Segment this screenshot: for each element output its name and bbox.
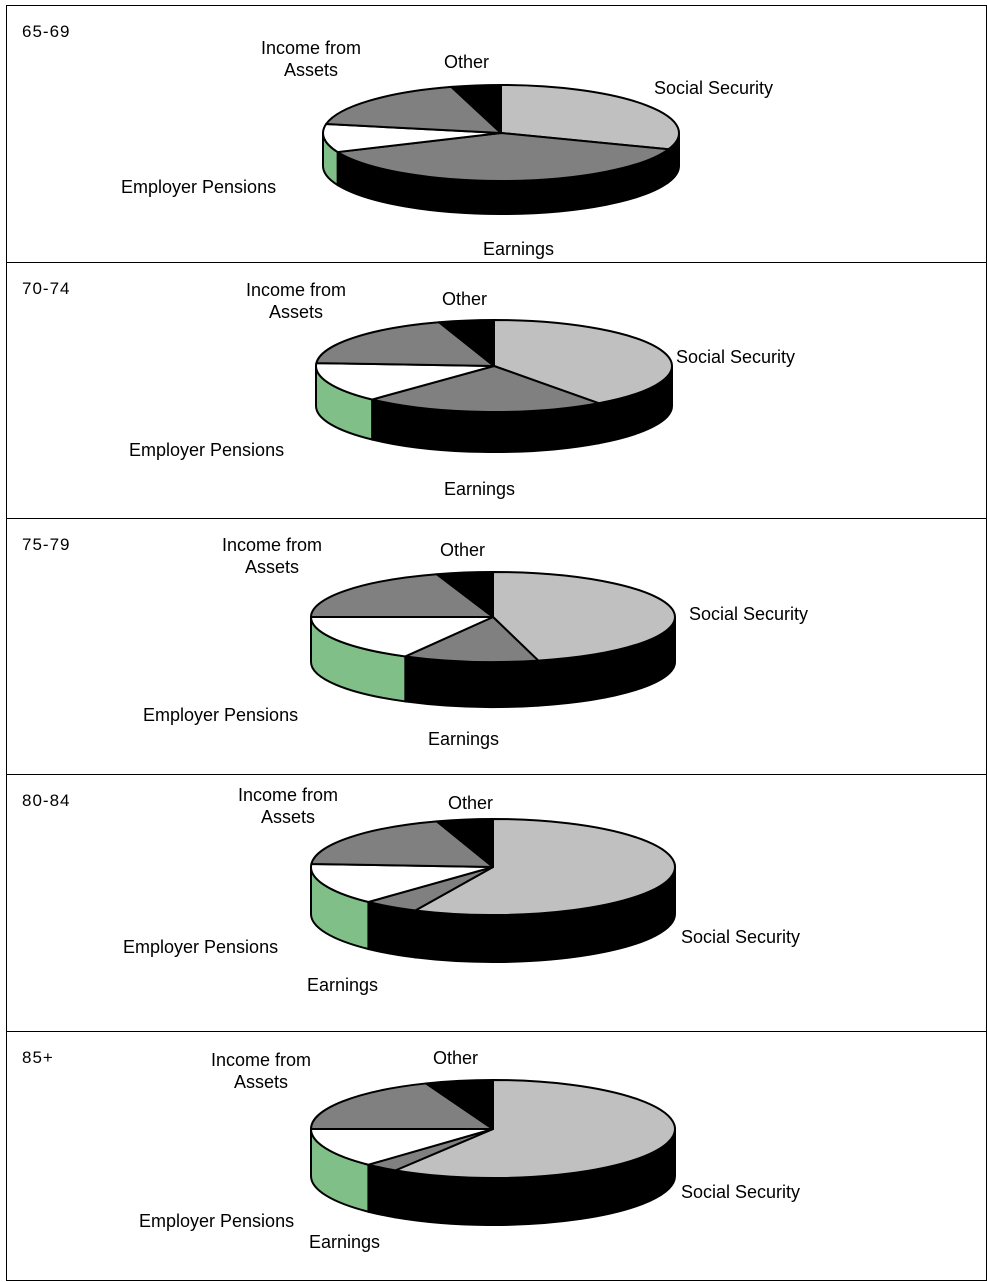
pie-slice-social-security [493,319,673,405]
pie-slice-other [435,818,494,868]
pie-slice-income-from-assets [310,1082,494,1130]
panel-title: 75-79 [22,535,71,554]
label-income-from-assets: Income from Assets [221,535,323,577]
pie-75-79 [310,571,676,708]
pie-slice-employer-pensions [310,1128,494,1166]
label-employer-pensions: Employer Pensions [123,937,279,957]
pie-slice-income-from-assets [315,321,495,367]
panel-75-79: 75-79 Income from Assets Other Social Sec… [6,518,987,774]
pie-slice-earnings [336,132,670,182]
label-earnings: Earnings [483,239,555,259]
panel-70-74: 70-74 Income from Assets Other Social Sec… [6,262,987,518]
label-income-from-assets: Income from Assets [245,280,347,322]
pie-slice-earnings [404,616,540,663]
pie-80-84 [310,818,676,963]
panel-title: 85+ [22,1048,54,1067]
panel-title: 80-84 [22,791,71,810]
label-social-security: Social Security [689,604,809,624]
pie-slice-income-from-assets [310,573,494,618]
pie-slice-social-security [492,571,676,662]
label-earnings: Earnings [307,975,379,995]
label-other: Other [440,540,486,560]
label-social-security: Social Security [676,347,796,367]
label-other: Other [444,52,490,72]
label-other: Other [442,289,488,309]
label-other: Other [433,1048,479,1068]
pie-70-74 [315,319,673,453]
label-social-security: Social Security [681,927,801,947]
pie-slice-social-security [500,84,680,151]
pie-slice-other [435,571,494,618]
panel-title: 65-69 [22,22,71,41]
panel-title: 70-74 [22,279,71,298]
label-earnings: Earnings [428,729,500,749]
label-income-from-assets: Income from Assets [210,1050,312,1092]
pie-slice-income-from-assets [325,85,502,134]
label-earnings: Earnings [309,1232,381,1252]
panel-65-69: 65-69 Income from Assets Other Social Sec… [6,5,987,262]
label-employer-pensions: Employer Pensions [139,1211,295,1231]
pie-side-earnings [404,655,540,708]
pie-slice-other [450,84,502,134]
pie-65-69 [322,84,680,215]
label-social-security: Social Security [681,1182,801,1202]
pie-slice-earnings [371,365,600,413]
pie-slice-social-security [394,1079,676,1179]
pie-slice-income-from-assets [310,820,494,868]
pie-slice-other [425,1079,494,1130]
pie-slice-social-security [414,818,676,916]
label-income-from-assets: Income from Assets [260,38,362,80]
label-earnings: Earnings [444,479,516,499]
panel-85-plus: 85+ Income from Assets Other Social Secur… [6,1031,987,1281]
pie-side-earnings [367,1163,397,1219]
label-employer-pensions: Employer Pensions [143,705,299,725]
label-other: Other [448,793,494,813]
pie-slice-employer-pensions [310,862,494,903]
label-employer-pensions: Employer Pensions [129,440,285,460]
pie-slice-employer-pensions [310,616,494,658]
pie-85-plus [310,1079,676,1226]
panel-80-84: 80-84 Income from Assets Other Social Sec… [6,774,987,1031]
label-employer-pensions: Employer Pensions [121,177,277,197]
pie-slice-employer-pensions [315,362,495,401]
pie-slice-other [437,319,495,367]
label-social-security: Social Security [654,78,774,98]
label-income-from-assets: Income from Assets [237,785,339,827]
